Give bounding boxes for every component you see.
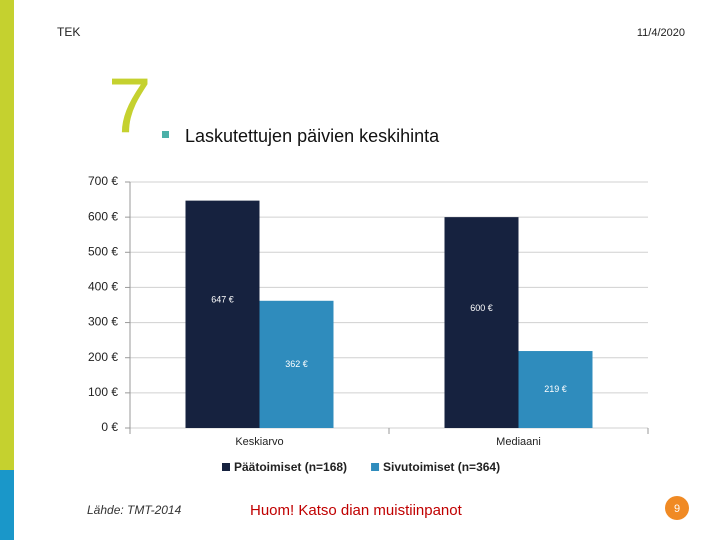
slide-title: Laskutettujen päivien keskihinta: [185, 126, 440, 146]
page-badge: [665, 496, 689, 520]
legend-label: Päätoimiset (n=168): [234, 460, 347, 474]
bar: [259, 300, 334, 428]
bullet: [162, 131, 169, 138]
y-tick-label: 400 €: [88, 280, 118, 294]
source: Lähde: TMT-2014: [87, 503, 182, 517]
note: Huom! Katso dian muistiinpanot: [250, 502, 463, 519]
value-label: 362 €: [285, 359, 308, 369]
bar: [185, 200, 260, 428]
legend-label: Sivutoimiset (n=364): [383, 460, 500, 474]
y-tick-label: 300 €: [88, 315, 118, 329]
accent-bar: [0, 470, 14, 540]
accent-bar: [0, 0, 14, 470]
y-tick-label: 200 €: [88, 350, 118, 364]
y-tick-label: 500 €: [88, 244, 118, 258]
value-label: 647 €: [211, 295, 234, 305]
y-tick-label: 700 €: [88, 174, 118, 188]
bar: [444, 217, 519, 428]
bar: [518, 351, 593, 428]
value-label: 600 €: [470, 303, 493, 313]
legend-swatch: [222, 463, 230, 471]
x-tick-label: Mediaani: [496, 436, 541, 448]
y-tick-label: 600 €: [88, 209, 118, 223]
slide-number: 7: [108, 62, 151, 150]
legend-swatch: [371, 463, 380, 471]
page-number: 9: [674, 503, 680, 515]
org: TEK: [57, 25, 80, 39]
y-tick-label: 100 €: [88, 385, 118, 399]
value-label: 219 €: [544, 384, 567, 394]
x-tick-label: Keskiarvo: [235, 436, 283, 448]
date: 11/4/2020: [637, 27, 685, 39]
y-tick-label: 0 €: [101, 420, 118, 434]
